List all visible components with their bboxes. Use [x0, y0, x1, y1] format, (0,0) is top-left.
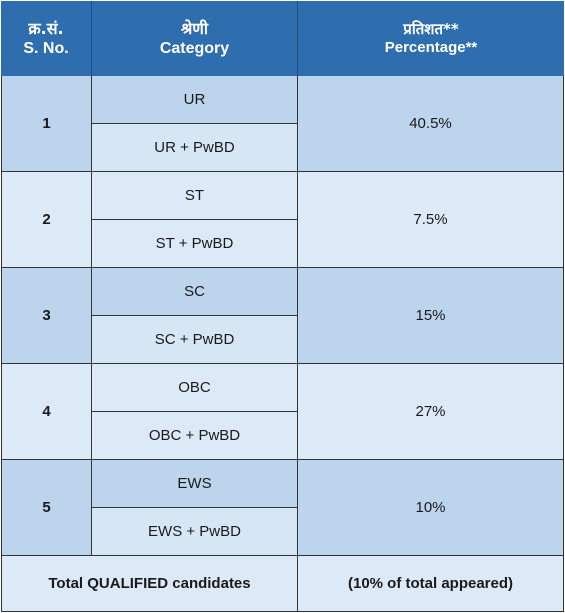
total-label: Total QUALIFIED candidates — [1, 556, 298, 612]
table-row: 2 ST ST + PwBD 7.5% — [1, 172, 564, 268]
row-sno: 5 — [1, 460, 92, 556]
header-sno: क्र.सं. S. No. — [1, 1, 92, 76]
row-percentage: 10% — [298, 460, 564, 556]
header-sno-hindi: क्र.सं. — [28, 18, 64, 38]
row-category: UR — [92, 76, 298, 124]
total-value: (10% of total appeared) — [298, 556, 564, 612]
header-category: श्रेणी Category — [92, 1, 298, 76]
row-sno: 3 — [1, 268, 92, 364]
row-category: SC — [92, 268, 298, 316]
row-sno: 1 — [1, 76, 92, 172]
row-percentage: 7.5% — [298, 172, 564, 268]
header-percentage: प्रतिशत** Percentage** — [298, 1, 564, 76]
row-sno: 4 — [1, 364, 92, 460]
header-percentage-english: Percentage** — [384, 38, 478, 56]
header-category-english: Category — [159, 39, 230, 57]
row-category: ST — [92, 172, 298, 220]
row-category-pwbd: OBC + PwBD — [92, 412, 298, 460]
row-category-pwbd: SC + PwBD — [92, 316, 298, 364]
row-category-pwbd: UR + PwBD — [92, 124, 298, 172]
header-percentage-hindi: प्रतिशत** — [403, 19, 459, 38]
row-category: OBC — [92, 364, 298, 412]
table-row: 3 SC SC + PwBD 15% — [1, 268, 564, 364]
header-category-hindi: श्रेणी — [180, 18, 209, 38]
row-category-pwbd: ST + PwBD — [92, 220, 298, 268]
row-sno: 2 — [1, 172, 92, 268]
header-sno-english: S. No. — [23, 39, 69, 57]
total-row: Total QUALIFIED candidates (10% of total… — [1, 556, 564, 612]
table-row: 5 EWS EWS + PwBD 10% — [1, 460, 564, 556]
row-percentage: 40.5% — [298, 76, 564, 172]
row-percentage: 15% — [298, 268, 564, 364]
row-percentage: 27% — [298, 364, 564, 460]
row-category-pwbd: EWS + PwBD — [92, 508, 298, 556]
table-row: 1 UR UR + PwBD 40.5% — [1, 76, 564, 172]
row-category: EWS — [92, 460, 298, 508]
table-row: 4 OBC OBC + PwBD 27% — [1, 364, 564, 460]
